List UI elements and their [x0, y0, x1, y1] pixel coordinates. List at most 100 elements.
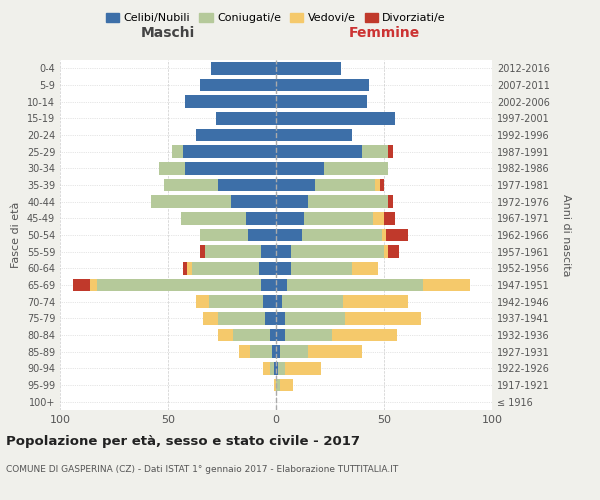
Bar — [315, 179, 376, 192]
Bar — [183, 262, 187, 274]
Bar — [278, 362, 284, 374]
Bar — [215, 112, 276, 124]
Bar — [284, 329, 332, 341]
Bar — [276, 162, 323, 174]
Bar — [284, 312, 345, 324]
Bar — [276, 79, 369, 92]
Bar — [233, 329, 269, 341]
Bar — [276, 196, 308, 208]
Bar — [280, 346, 308, 358]
Bar — [304, 212, 373, 224]
Bar — [218, 329, 233, 341]
Bar — [284, 362, 322, 374]
Bar — [291, 262, 352, 274]
Text: Popolazione per età, sesso e stato civile - 2017: Popolazione per età, sesso e stato civil… — [6, 435, 360, 448]
Bar — [276, 279, 287, 291]
Bar — [90, 279, 97, 291]
Bar — [248, 229, 276, 241]
Bar — [209, 296, 263, 308]
Bar — [276, 312, 284, 324]
Bar — [261, 246, 276, 258]
Bar — [276, 346, 280, 358]
Bar — [269, 362, 274, 374]
Bar — [345, 312, 421, 324]
Bar — [362, 146, 388, 158]
Bar — [181, 212, 246, 224]
Bar — [73, 279, 90, 291]
Bar — [276, 362, 278, 374]
Bar — [203, 312, 218, 324]
Bar — [276, 296, 283, 308]
Bar — [276, 262, 291, 274]
Bar — [287, 279, 423, 291]
Legend: Celibi/Nubili, Coniugati/e, Vedovi/e, Divorziati/e: Celibi/Nubili, Coniugati/e, Vedovi/e, Di… — [101, 8, 451, 28]
Bar — [151, 196, 230, 208]
Text: COMUNE DI GASPERINA (CZ) - Dati ISTAT 1° gennaio 2017 - Elaborazione TUTTITALIA.: COMUNE DI GASPERINA (CZ) - Dati ISTAT 1°… — [6, 465, 398, 474]
Bar — [323, 162, 388, 174]
Y-axis label: Anni di nascita: Anni di nascita — [561, 194, 571, 276]
Bar — [185, 96, 276, 108]
Bar — [265, 312, 276, 324]
Bar — [343, 296, 408, 308]
Bar — [172, 146, 183, 158]
Text: Maschi: Maschi — [141, 26, 195, 40]
Bar — [302, 229, 382, 241]
Bar — [276, 146, 362, 158]
Bar — [263, 296, 276, 308]
Bar — [160, 162, 185, 174]
Bar — [276, 179, 315, 192]
Bar — [276, 379, 280, 391]
Bar — [276, 246, 291, 258]
Bar — [280, 379, 293, 391]
Bar — [388, 146, 392, 158]
Y-axis label: Fasce di età: Fasce di età — [11, 202, 21, 268]
Bar — [192, 262, 259, 274]
Bar — [308, 346, 362, 358]
Bar — [332, 329, 397, 341]
Bar — [352, 262, 377, 274]
Bar — [246, 212, 276, 224]
Bar — [384, 246, 388, 258]
Bar — [250, 346, 272, 358]
Bar — [200, 229, 248, 241]
Bar — [276, 96, 367, 108]
Bar — [269, 329, 276, 341]
Bar — [274, 379, 276, 391]
Bar — [376, 179, 380, 192]
Bar — [276, 129, 352, 141]
Text: Femmine: Femmine — [349, 26, 419, 40]
Bar — [200, 79, 276, 92]
Bar — [263, 362, 269, 374]
Bar — [185, 162, 276, 174]
Bar — [272, 346, 276, 358]
Bar — [276, 112, 395, 124]
Bar — [230, 196, 276, 208]
Bar — [373, 212, 384, 224]
Bar — [218, 179, 276, 192]
Bar — [388, 246, 399, 258]
Bar — [384, 212, 395, 224]
Bar — [239, 346, 250, 358]
Bar — [283, 296, 343, 308]
Bar — [97, 279, 261, 291]
Bar — [183, 146, 276, 158]
Bar — [276, 329, 284, 341]
Bar — [380, 179, 384, 192]
Bar — [187, 262, 192, 274]
Bar — [291, 246, 384, 258]
Bar — [308, 196, 388, 208]
Bar — [200, 246, 205, 258]
Bar — [196, 129, 276, 141]
Bar — [382, 229, 386, 241]
Bar — [164, 179, 218, 192]
Bar — [218, 312, 265, 324]
Bar — [423, 279, 470, 291]
Bar — [276, 62, 341, 74]
Bar — [205, 246, 261, 258]
Bar — [274, 362, 276, 374]
Bar — [386, 229, 408, 241]
Bar — [259, 262, 276, 274]
Bar — [388, 196, 392, 208]
Bar — [276, 229, 302, 241]
Bar — [261, 279, 276, 291]
